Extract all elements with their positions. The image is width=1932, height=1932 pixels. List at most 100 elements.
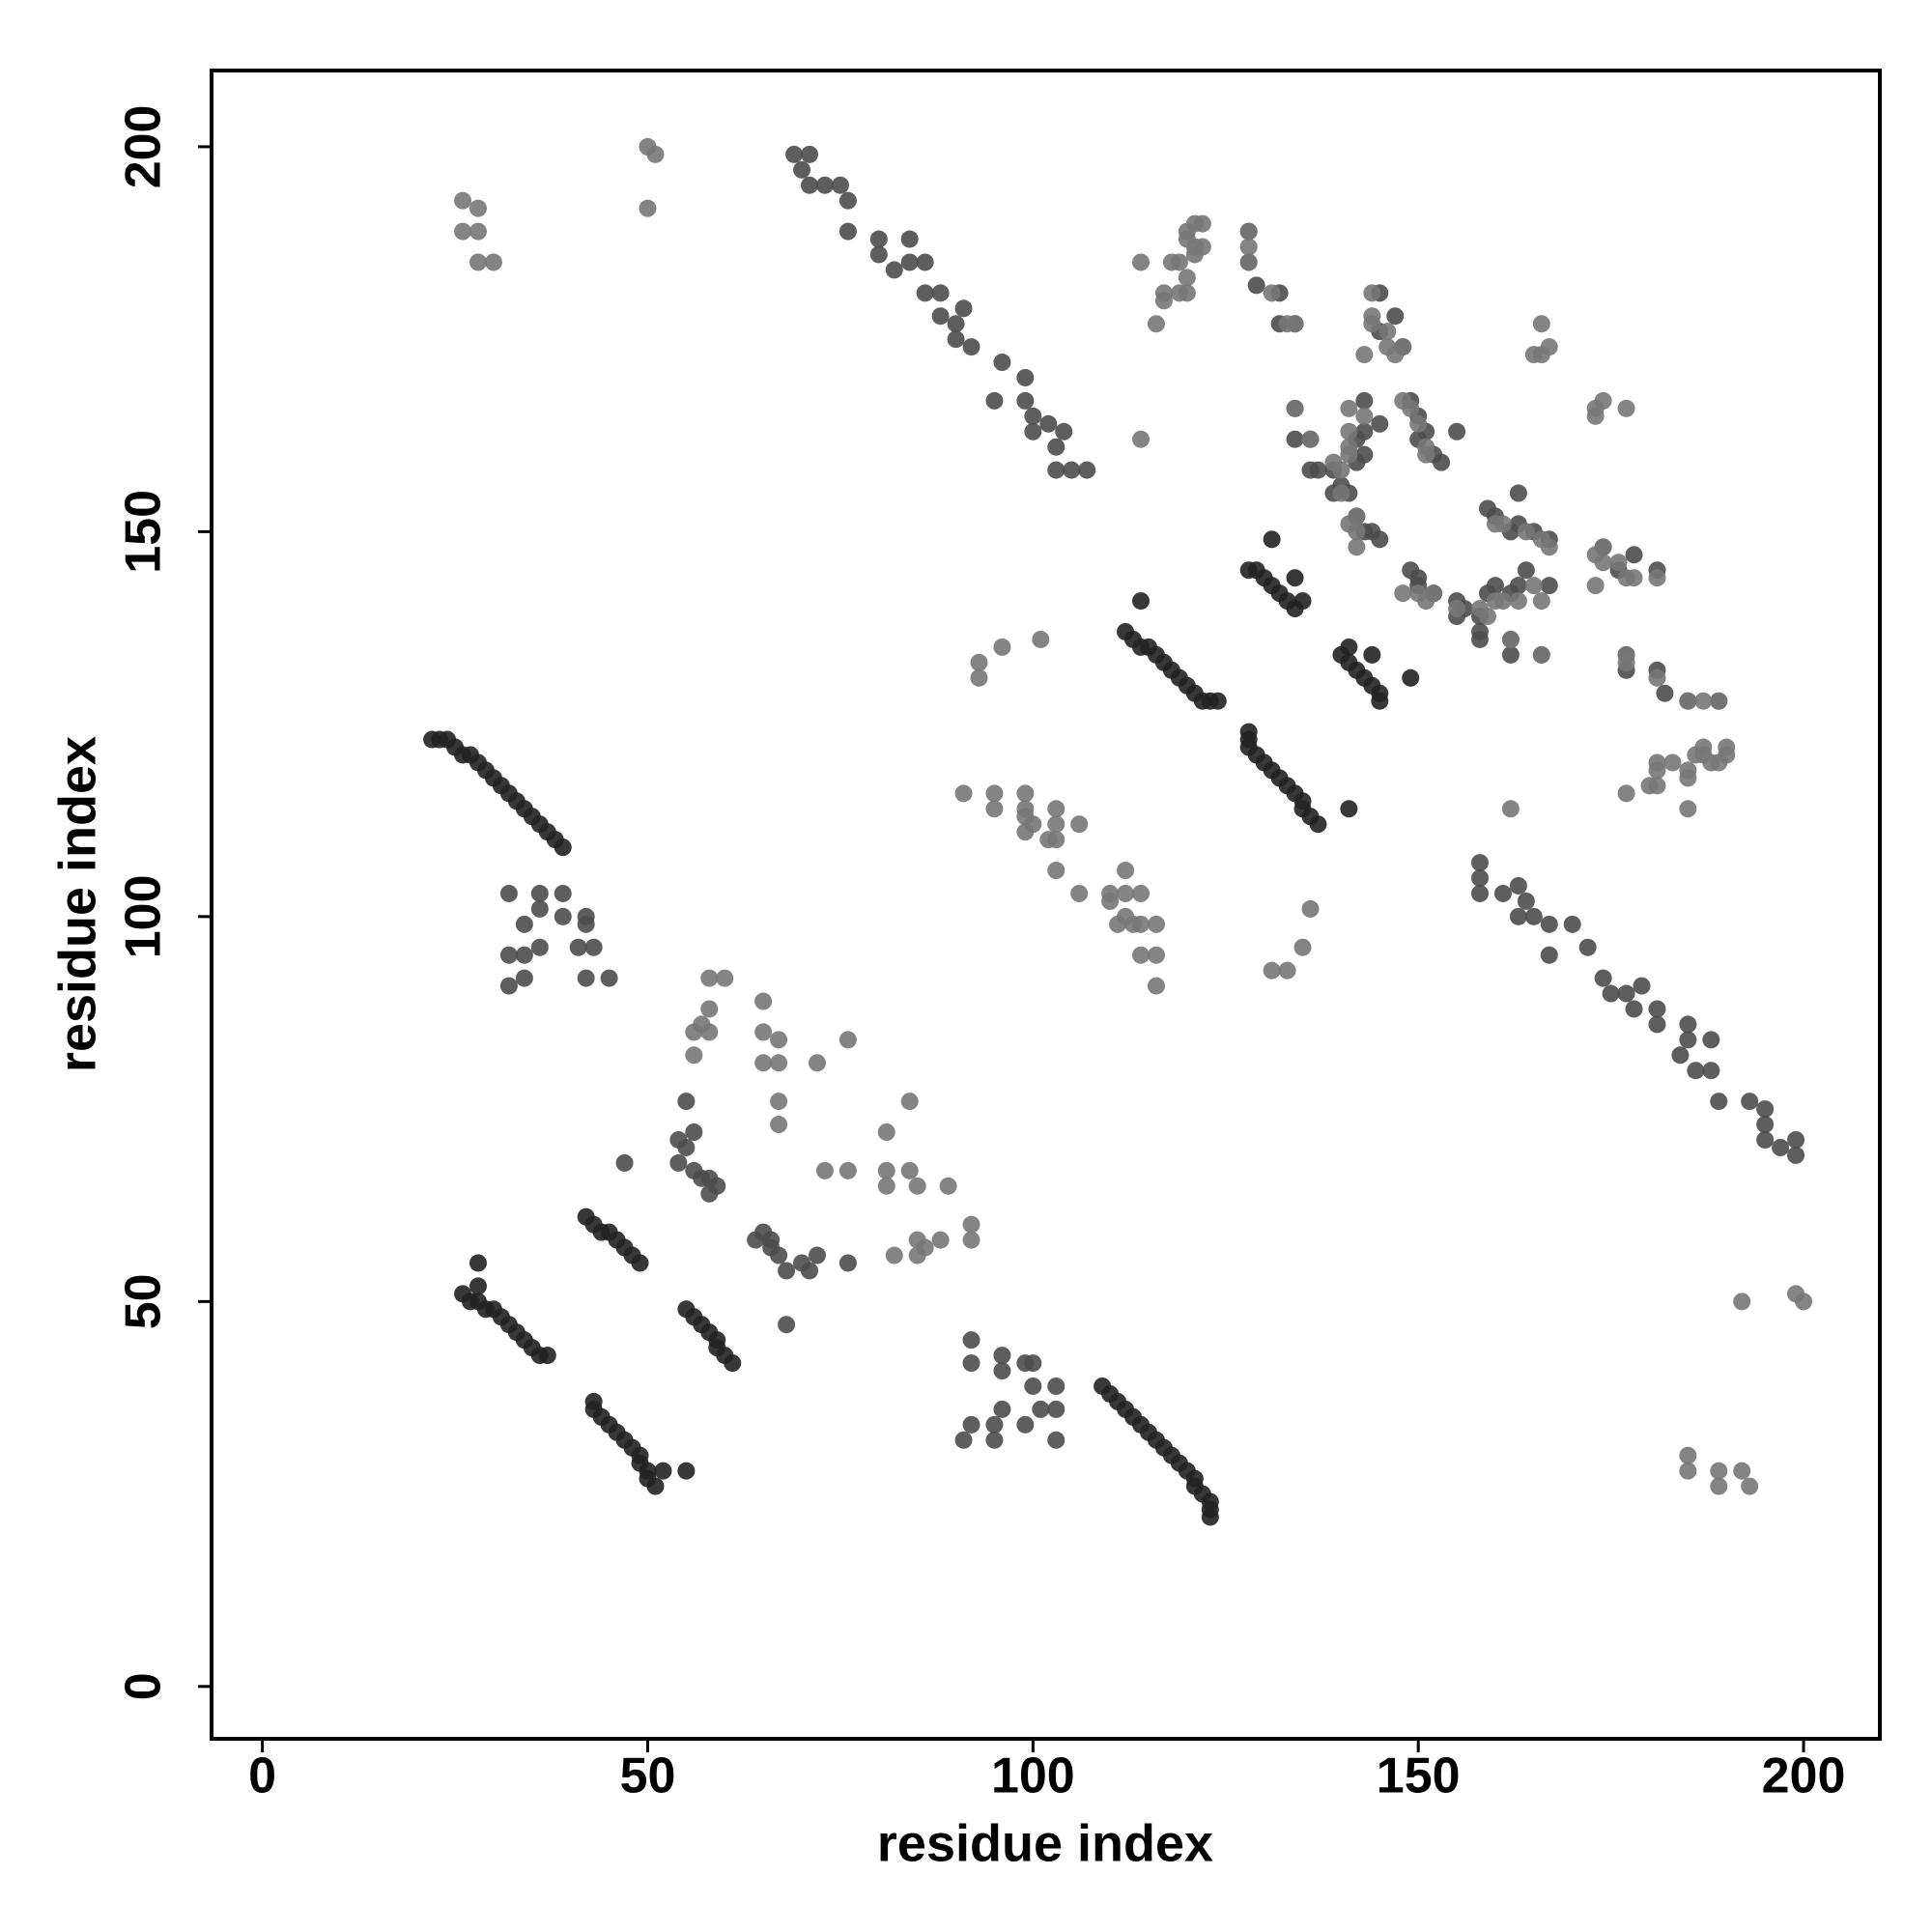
point <box>669 1153 688 1172</box>
point <box>1402 561 1420 580</box>
point <box>1694 692 1713 710</box>
point <box>1787 1130 1805 1149</box>
point <box>1433 453 1451 471</box>
point <box>869 245 888 264</box>
point <box>654 1462 672 1480</box>
point <box>908 1177 926 1195</box>
x-axis-title: residue index <box>877 1814 1213 1872</box>
point <box>1016 391 1035 410</box>
point <box>801 145 819 163</box>
point <box>877 1161 895 1179</box>
point <box>793 1254 811 1272</box>
point <box>1032 1400 1050 1418</box>
point <box>1363 284 1381 302</box>
point <box>900 1161 919 1179</box>
point <box>1625 546 1643 564</box>
point <box>1540 538 1558 556</box>
point <box>993 638 1011 656</box>
point <box>469 222 488 241</box>
point <box>1478 608 1496 626</box>
y-tick-label: 200 <box>116 105 172 189</box>
point <box>1509 484 1527 502</box>
point <box>993 1362 1011 1380</box>
point <box>1247 276 1265 295</box>
point <box>1355 391 1374 410</box>
point <box>1524 577 1543 595</box>
point <box>1648 569 1666 587</box>
point <box>1301 899 1320 918</box>
point <box>778 1262 796 1280</box>
point <box>962 1415 980 1434</box>
point <box>1016 1415 1035 1434</box>
point <box>970 653 988 671</box>
point <box>469 199 488 217</box>
point <box>1493 884 1512 902</box>
point <box>1448 600 1466 618</box>
point <box>1070 815 1089 834</box>
point <box>1355 445 1374 464</box>
point <box>1417 438 1435 456</box>
point <box>1355 407 1374 425</box>
point <box>554 884 572 902</box>
point <box>1594 969 1612 987</box>
point <box>1263 284 1281 302</box>
point <box>1117 862 1135 880</box>
point <box>646 145 665 163</box>
point <box>785 145 804 163</box>
point <box>1679 800 1697 818</box>
point <box>1470 622 1489 640</box>
point <box>530 899 549 918</box>
point <box>962 1354 980 1373</box>
point <box>1047 815 1065 834</box>
point <box>1147 315 1165 333</box>
x-tick-label: 100 <box>991 1748 1075 1804</box>
point <box>1340 399 1358 417</box>
point <box>885 1246 903 1264</box>
point <box>1363 645 1381 664</box>
y-tick-label: 0 <box>116 1672 172 1700</box>
point <box>700 969 719 987</box>
point <box>1710 1462 1728 1480</box>
point <box>530 938 549 956</box>
point <box>584 1392 603 1410</box>
y-tick-label: 100 <box>116 874 172 958</box>
point <box>1702 1062 1720 1080</box>
point <box>954 1431 973 1449</box>
point <box>778 1316 796 1334</box>
point <box>716 969 734 987</box>
point <box>808 1054 826 1072</box>
point <box>499 884 518 902</box>
point <box>1509 907 1527 925</box>
point <box>1741 1477 1759 1495</box>
point <box>970 668 988 687</box>
point <box>985 391 1004 410</box>
point <box>1263 530 1281 549</box>
point <box>931 1231 950 1249</box>
point <box>1501 645 1520 664</box>
point <box>1324 453 1343 471</box>
point <box>1101 892 1120 910</box>
point <box>1532 645 1550 664</box>
point <box>869 230 888 248</box>
point <box>1648 753 1666 772</box>
point <box>700 1184 719 1203</box>
point <box>838 1161 857 1179</box>
point <box>770 1031 788 1049</box>
point <box>1679 692 1697 710</box>
point <box>1509 592 1527 611</box>
point <box>1332 484 1350 502</box>
point <box>900 230 919 248</box>
point <box>1402 668 1420 687</box>
point <box>754 1023 773 1041</box>
point <box>1409 414 1428 433</box>
point <box>1132 253 1151 271</box>
point <box>1425 584 1443 603</box>
point <box>1178 269 1196 287</box>
point <box>985 1431 1004 1449</box>
point <box>1016 784 1035 803</box>
point <box>962 338 980 356</box>
point <box>838 191 857 210</box>
point <box>877 1123 895 1141</box>
